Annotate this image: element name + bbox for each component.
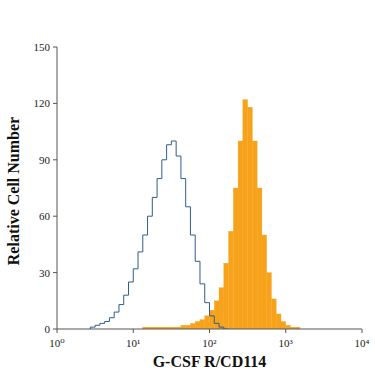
histogram-bar [224,263,229,329]
histogram-step [133,269,138,282]
x-tick-label: 10⁴ [355,337,370,349]
histogram-step [171,141,176,145]
histogram-bar [276,314,281,329]
y-tick [53,329,57,330]
histogram-bar [286,325,291,329]
x-tick-label: 10¹ [126,337,140,349]
histogram-bar [267,273,272,329]
histogram-bar [233,188,238,329]
histogram-bar [252,141,257,329]
x-tick-label: 10³ [279,337,294,349]
y-tick [53,103,57,104]
histogram-step [138,252,143,269]
histogram-step [95,325,100,327]
histogram-step [210,303,215,316]
histogram-step [100,323,105,325]
histogram-bar [200,320,205,329]
y-tick [53,272,57,273]
histogram-bar [214,301,219,329]
histogram-step [128,282,133,295]
plot-area [90,100,300,329]
histogram-step [214,316,219,324]
histogram-bar [257,188,262,329]
histogram-step [114,312,119,318]
histogram-bar [229,231,234,329]
x-tick [285,329,286,333]
histogram-step [162,160,167,179]
y-tick-label: 60 [39,210,51,222]
y-tick-label: 0 [45,323,51,335]
x-tick-label: 10² [202,337,217,349]
histogram-step [190,207,195,235]
histogram-step [167,145,172,160]
y-tick [53,47,57,48]
histogram-step [143,235,148,252]
histogram-bar [271,299,276,329]
x-tick [133,329,134,333]
histogram-step [195,235,200,261]
histogram-bar [195,321,200,329]
chart: 0 30 60 90 120 150 10⁰ 10¹ 10² 10³ 10⁴ G-CSF R/CD11… [0,0,375,375]
histogram-bar [219,288,224,329]
histogram-bar [210,310,215,329]
histogram-bar [248,107,253,329]
x-tick [209,329,210,333]
histogram-step [109,318,114,322]
x-tick-label: 10⁰ [49,337,65,349]
y-tick-label: 30 [39,267,51,279]
histogram-step [205,284,210,303]
histogram-step [200,261,205,284]
histogram-step [148,216,153,235]
histogram-step [186,179,191,207]
y-tick [53,216,57,217]
histogram-step [176,141,181,156]
histogram-bar [190,323,195,329]
histogram-step [119,305,124,313]
histogram-bar [262,235,267,329]
y-tick [53,159,57,160]
x-axis-title: G-CSF R/CD114 [153,353,267,370]
histogram-step [219,323,224,327]
x-tick [57,329,58,333]
y-tick-label: 90 [39,154,51,166]
x-tick [362,329,363,333]
histogram-bar [181,325,186,329]
histogram-bar [186,325,191,329]
y-axis-line [57,47,58,329]
y-axis-title: Relative Cell Number [5,117,22,265]
y-tick-label: 120 [34,97,51,109]
histogram-bar [205,316,210,329]
histogram-step [152,197,157,216]
histogram-bar [243,100,248,329]
histogram-bar [281,321,286,329]
y-tick-label: 150 [34,41,51,53]
histogram-bar [238,141,243,329]
histogram-step [105,321,110,323]
histogram-step [157,179,162,198]
histogram-step [181,156,186,179]
histogram-step [124,295,129,304]
